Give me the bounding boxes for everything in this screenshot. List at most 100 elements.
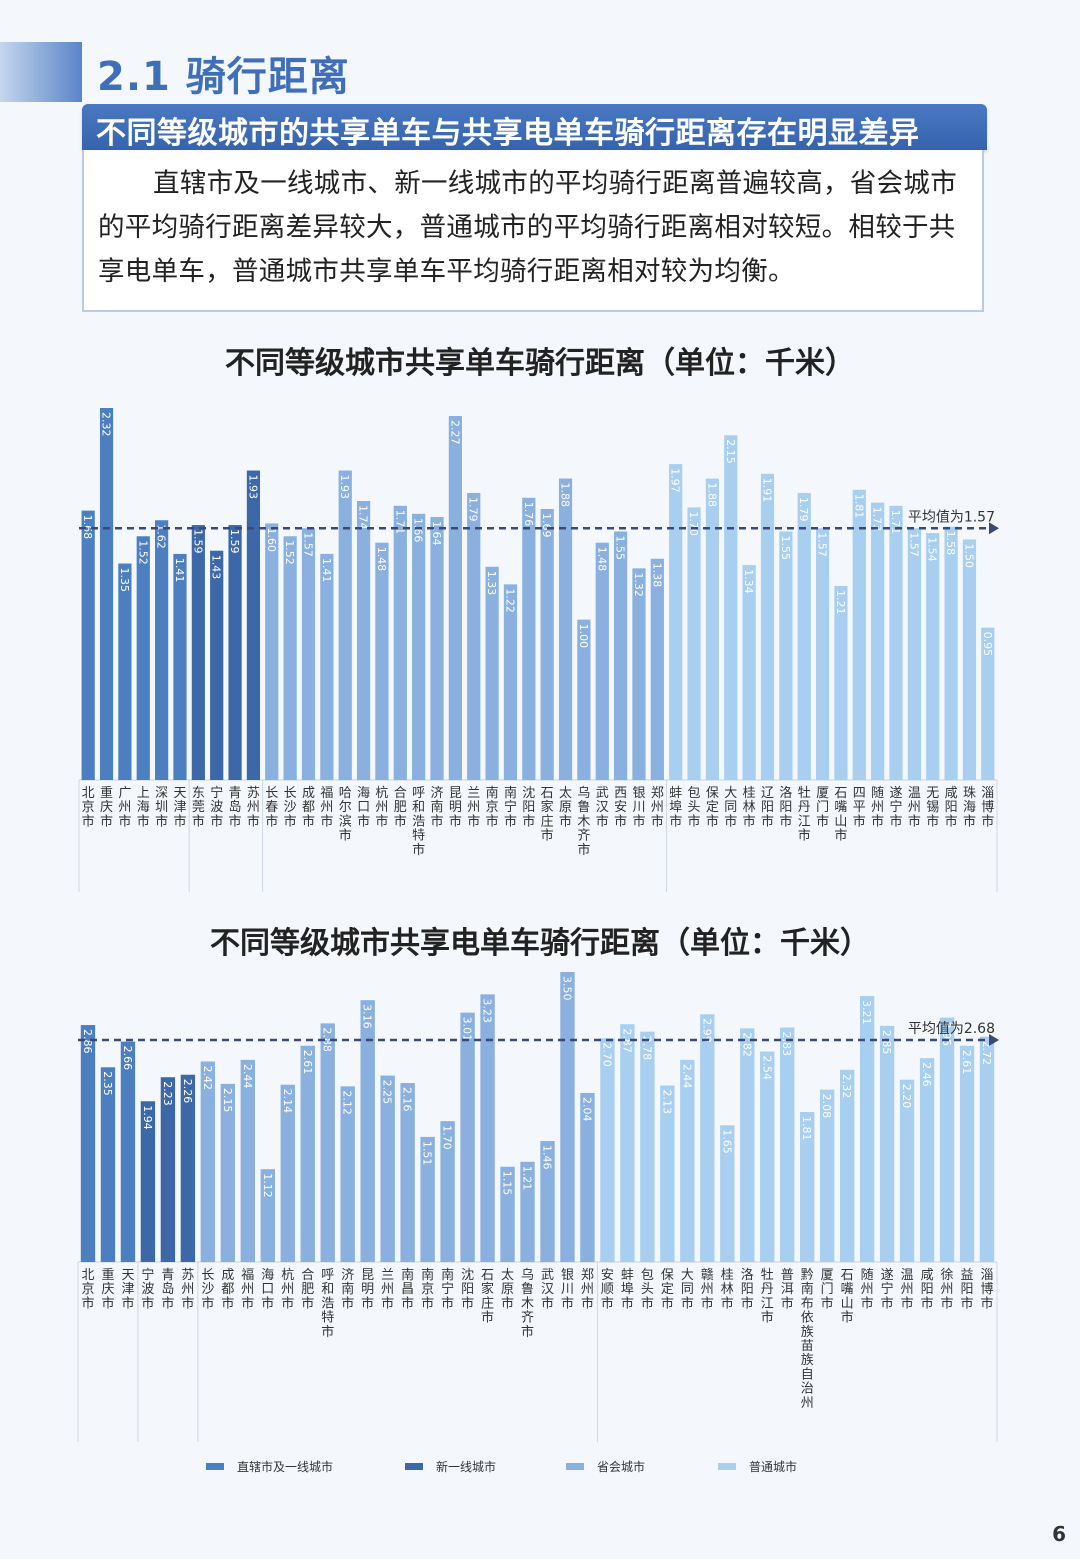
bar xyxy=(614,531,628,780)
category-label-char: 州 xyxy=(581,1282,594,1297)
category-label-char: 京 xyxy=(82,800,95,815)
bar xyxy=(926,533,940,780)
category-label-char: 市 xyxy=(761,1310,774,1326)
category-label-char: 南 xyxy=(341,1281,354,1297)
category-label-char: 宁 xyxy=(210,785,223,801)
category-label-char: 市 xyxy=(961,1295,974,1311)
category-label-char: 丹 xyxy=(761,1282,774,1297)
bar-value-label: 2.12 xyxy=(341,1090,354,1115)
category-label: 大同市 xyxy=(681,1268,694,1311)
category-label-char: 肥 xyxy=(301,1282,314,1297)
category-label-char: 珠 xyxy=(963,786,976,801)
category-label: 杭州市 xyxy=(375,786,388,829)
bar xyxy=(700,1014,715,1262)
bar-value-label: 2.32 xyxy=(100,412,113,437)
category-label-char: 市 xyxy=(320,813,333,829)
bar-value-label: 1.69 xyxy=(540,513,553,538)
category-label-char: 市 xyxy=(881,1295,894,1311)
bar-value-label: 2.86 xyxy=(81,1029,94,1054)
bar xyxy=(480,994,495,1262)
category-label: 洛阳市 xyxy=(741,1268,754,1311)
category-label-char: 市 xyxy=(375,813,388,829)
category-label: 遂宁市 xyxy=(881,1268,894,1311)
category-label-char: 市 xyxy=(284,813,297,829)
category-label-char: 成 xyxy=(221,1268,234,1283)
category-label-char: 汉 xyxy=(596,800,609,815)
bar xyxy=(155,520,169,780)
bar-value-label: 1.93 xyxy=(338,475,351,500)
bar xyxy=(780,1027,795,1262)
category-label-char: 原 xyxy=(501,1282,514,1297)
category-label: 南宁市 xyxy=(504,785,517,829)
category-label: 青岛市 xyxy=(161,1268,174,1311)
bar-value-label: 1.52 xyxy=(136,540,149,565)
category-label-char: 特 xyxy=(412,829,425,844)
bar xyxy=(200,1061,216,1262)
category-label: 太原市 xyxy=(501,1268,514,1311)
bar xyxy=(380,1075,395,1262)
category-label-char: 四 xyxy=(853,786,866,801)
category-label-char: 桂 xyxy=(743,786,756,801)
category-label-char: 州 xyxy=(701,1282,714,1297)
category-label-char: 市 xyxy=(449,813,462,829)
bar xyxy=(779,531,793,780)
category-label-char: 家 xyxy=(481,1281,494,1297)
category-label-char: 市 xyxy=(981,813,994,829)
category-label-char: 北 xyxy=(81,1268,94,1283)
category-label-char: 市 xyxy=(614,813,627,829)
bar xyxy=(338,470,352,780)
bar xyxy=(632,568,646,780)
category-label-char: 市 xyxy=(577,842,590,858)
category-label-char: 博 xyxy=(981,1282,994,1297)
category-label-char: 浩 xyxy=(321,1296,334,1311)
category-label-char: 市 xyxy=(394,813,407,829)
category-label-char: 川 xyxy=(632,800,645,815)
category-label: 兰州市 xyxy=(381,1268,394,1311)
category-label-char: 埠 xyxy=(669,800,682,815)
bar xyxy=(180,1074,196,1262)
category-label-char: 市 xyxy=(761,813,774,829)
legend-swatch xyxy=(405,1463,423,1470)
category-label-char: 市 xyxy=(301,1295,314,1311)
category-label-char: 南 xyxy=(421,1267,434,1283)
category-label-char: 波 xyxy=(210,800,223,815)
bar-value-label: 1.76 xyxy=(522,502,535,527)
bar xyxy=(839,1069,855,1262)
category-label-char: 保 xyxy=(661,1268,674,1283)
bar xyxy=(412,513,426,780)
category-label-char: 齐 xyxy=(521,1310,534,1326)
category-label-char: 市 xyxy=(901,1295,914,1311)
category-label: 杭州市 xyxy=(281,1268,294,1311)
bar-value-label: 2.26 xyxy=(181,1079,194,1104)
bar xyxy=(430,517,444,780)
category-label-char: 州 xyxy=(320,800,333,815)
category-label-char: 岛 xyxy=(161,1281,174,1297)
category-label-char: 浩 xyxy=(412,814,425,829)
category-label-char: 明 xyxy=(361,1282,374,1297)
category-label-char: 顺 xyxy=(601,1282,614,1297)
bar-value-label: 2.85 xyxy=(880,1030,893,1055)
category-label-char: 州 xyxy=(181,1282,194,1297)
bar-value-label: 1.70 xyxy=(687,511,700,536)
category-label-char: 兰 xyxy=(381,1268,394,1283)
bar xyxy=(720,1125,735,1262)
category-label-char: 市 xyxy=(834,828,847,844)
category-label-char: 治 xyxy=(801,1382,814,1397)
category-label-char: 津 xyxy=(121,1282,134,1297)
category-label-char: 石 xyxy=(834,786,847,801)
bar xyxy=(393,505,407,780)
category-label-char: 无 xyxy=(926,786,939,801)
bar-value-label: 1.41 xyxy=(320,558,333,583)
category-label-char: 海 xyxy=(963,800,976,815)
category-label: 徐州市 xyxy=(941,1268,954,1311)
category-label-char: 自 xyxy=(801,1367,814,1382)
category-label-char: 长 xyxy=(265,786,278,801)
average-arrow xyxy=(989,1033,999,1046)
bar xyxy=(979,1036,995,1262)
category-label-char: 南 xyxy=(431,799,444,815)
category-label-char: 同 xyxy=(724,800,737,815)
bar xyxy=(118,563,132,780)
